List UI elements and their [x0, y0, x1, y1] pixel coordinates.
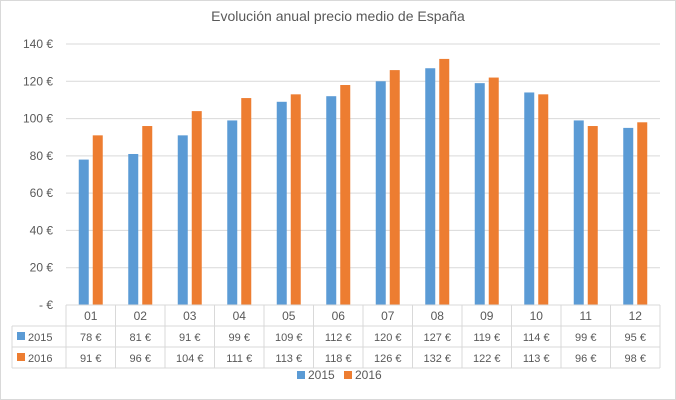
- table-cell: 114 €: [523, 332, 550, 344]
- x-tick-label: 02: [134, 309, 148, 323]
- bar-2016-12: [637, 122, 648, 305]
- bar-2016-11: [587, 126, 598, 306]
- bar-2016-08: [439, 58, 450, 305]
- table-cell: 91 €: [179, 332, 200, 344]
- x-tick-label: 04: [233, 309, 247, 323]
- table-cell: 95 €: [625, 332, 646, 344]
- bar-2016-04: [241, 98, 252, 305]
- table-cell: 96 €: [575, 353, 596, 365]
- table-legend-key-2016: [17, 353, 25, 361]
- bar-2015-03: [177, 135, 188, 305]
- table-series-name: 2016: [28, 353, 52, 365]
- legend-label: 2016: [355, 368, 382, 382]
- table-cell: 112 €: [325, 332, 352, 344]
- y-tick-label: 20 €: [30, 261, 54, 275]
- table-cell: 119 €: [473, 332, 500, 344]
- bar-2015-01: [78, 159, 89, 305]
- bar-2015-07: [375, 81, 386, 306]
- bar-2015-04: [227, 120, 238, 305]
- table-cell: 91 €: [80, 353, 101, 365]
- table-cell: 81 €: [130, 332, 151, 344]
- bar-2015-12: [623, 127, 634, 306]
- bar-2015-05: [276, 101, 287, 306]
- bar-2016-05: [290, 94, 301, 305]
- bar-2015-09: [474, 83, 485, 306]
- table-cell: 96 €: [130, 353, 151, 365]
- y-tick-label: 60 €: [30, 186, 54, 200]
- x-tick-label: 08: [431, 309, 445, 323]
- table-cell: 120 €: [374, 332, 402, 344]
- x-tick-label: 06: [332, 309, 346, 323]
- legend-key-2015: [297, 371, 305, 379]
- legend-key-2016: [344, 371, 352, 379]
- bar-2016-07: [389, 70, 400, 305]
- bar-2016-06: [340, 85, 351, 305]
- y-tick-label: 120 €: [23, 74, 53, 88]
- table-cell: 99 €: [575, 332, 596, 344]
- chart-title: Evolución anual precio medio de España: [211, 8, 465, 24]
- table-cell: 104 €: [176, 353, 204, 365]
- table-cell: 118 €: [325, 353, 352, 365]
- x-tick-label: 11: [580, 309, 593, 323]
- x-tick-label: 01: [84, 309, 98, 323]
- x-tick-label: 07: [381, 309, 395, 323]
- x-tick-label: 03: [183, 309, 197, 323]
- bar-2016-01: [92, 135, 103, 305]
- table-cell: 109 €: [275, 332, 303, 344]
- table-cell: 111 €: [226, 353, 252, 365]
- bar-2015-08: [425, 68, 436, 305]
- table-cell: 99 €: [229, 332, 250, 344]
- table-cell: 113 €: [523, 353, 550, 365]
- table-cell: 126 €: [374, 353, 402, 365]
- x-tick-label: 05: [282, 309, 296, 323]
- bar-2016-03: [191, 111, 202, 305]
- table-cell: 122 €: [473, 353, 501, 365]
- bar-2015-10: [524, 92, 535, 305]
- table-cell: 78 €: [80, 332, 101, 344]
- legend-label: 2015: [308, 368, 335, 382]
- y-tick-label: - €: [39, 298, 53, 312]
- x-tick-label: 09: [480, 309, 494, 323]
- y-tick-label: 140 €: [23, 37, 53, 51]
- y-tick-label: 100 €: [23, 112, 53, 126]
- y-tick-label: 40 €: [30, 223, 54, 237]
- table-cell: 113 €: [275, 353, 302, 365]
- bar-2016-10: [538, 94, 549, 305]
- table-cell: 127 €: [423, 332, 451, 344]
- y-tick-label: 80 €: [30, 149, 54, 163]
- table-series-name: 2015: [28, 332, 52, 344]
- table-cell: 132 €: [423, 353, 451, 365]
- bar-2016-02: [142, 126, 153, 306]
- bar-2015-02: [128, 153, 139, 305]
- bar-2015-11: [573, 120, 584, 305]
- bar-2015-06: [326, 96, 337, 305]
- x-tick-label: 10: [530, 309, 544, 323]
- x-tick-label: 12: [629, 309, 643, 323]
- bar-2016-09: [488, 77, 499, 305]
- table-legend-key-2015: [17, 332, 25, 340]
- table-cell: 98 €: [625, 353, 646, 365]
